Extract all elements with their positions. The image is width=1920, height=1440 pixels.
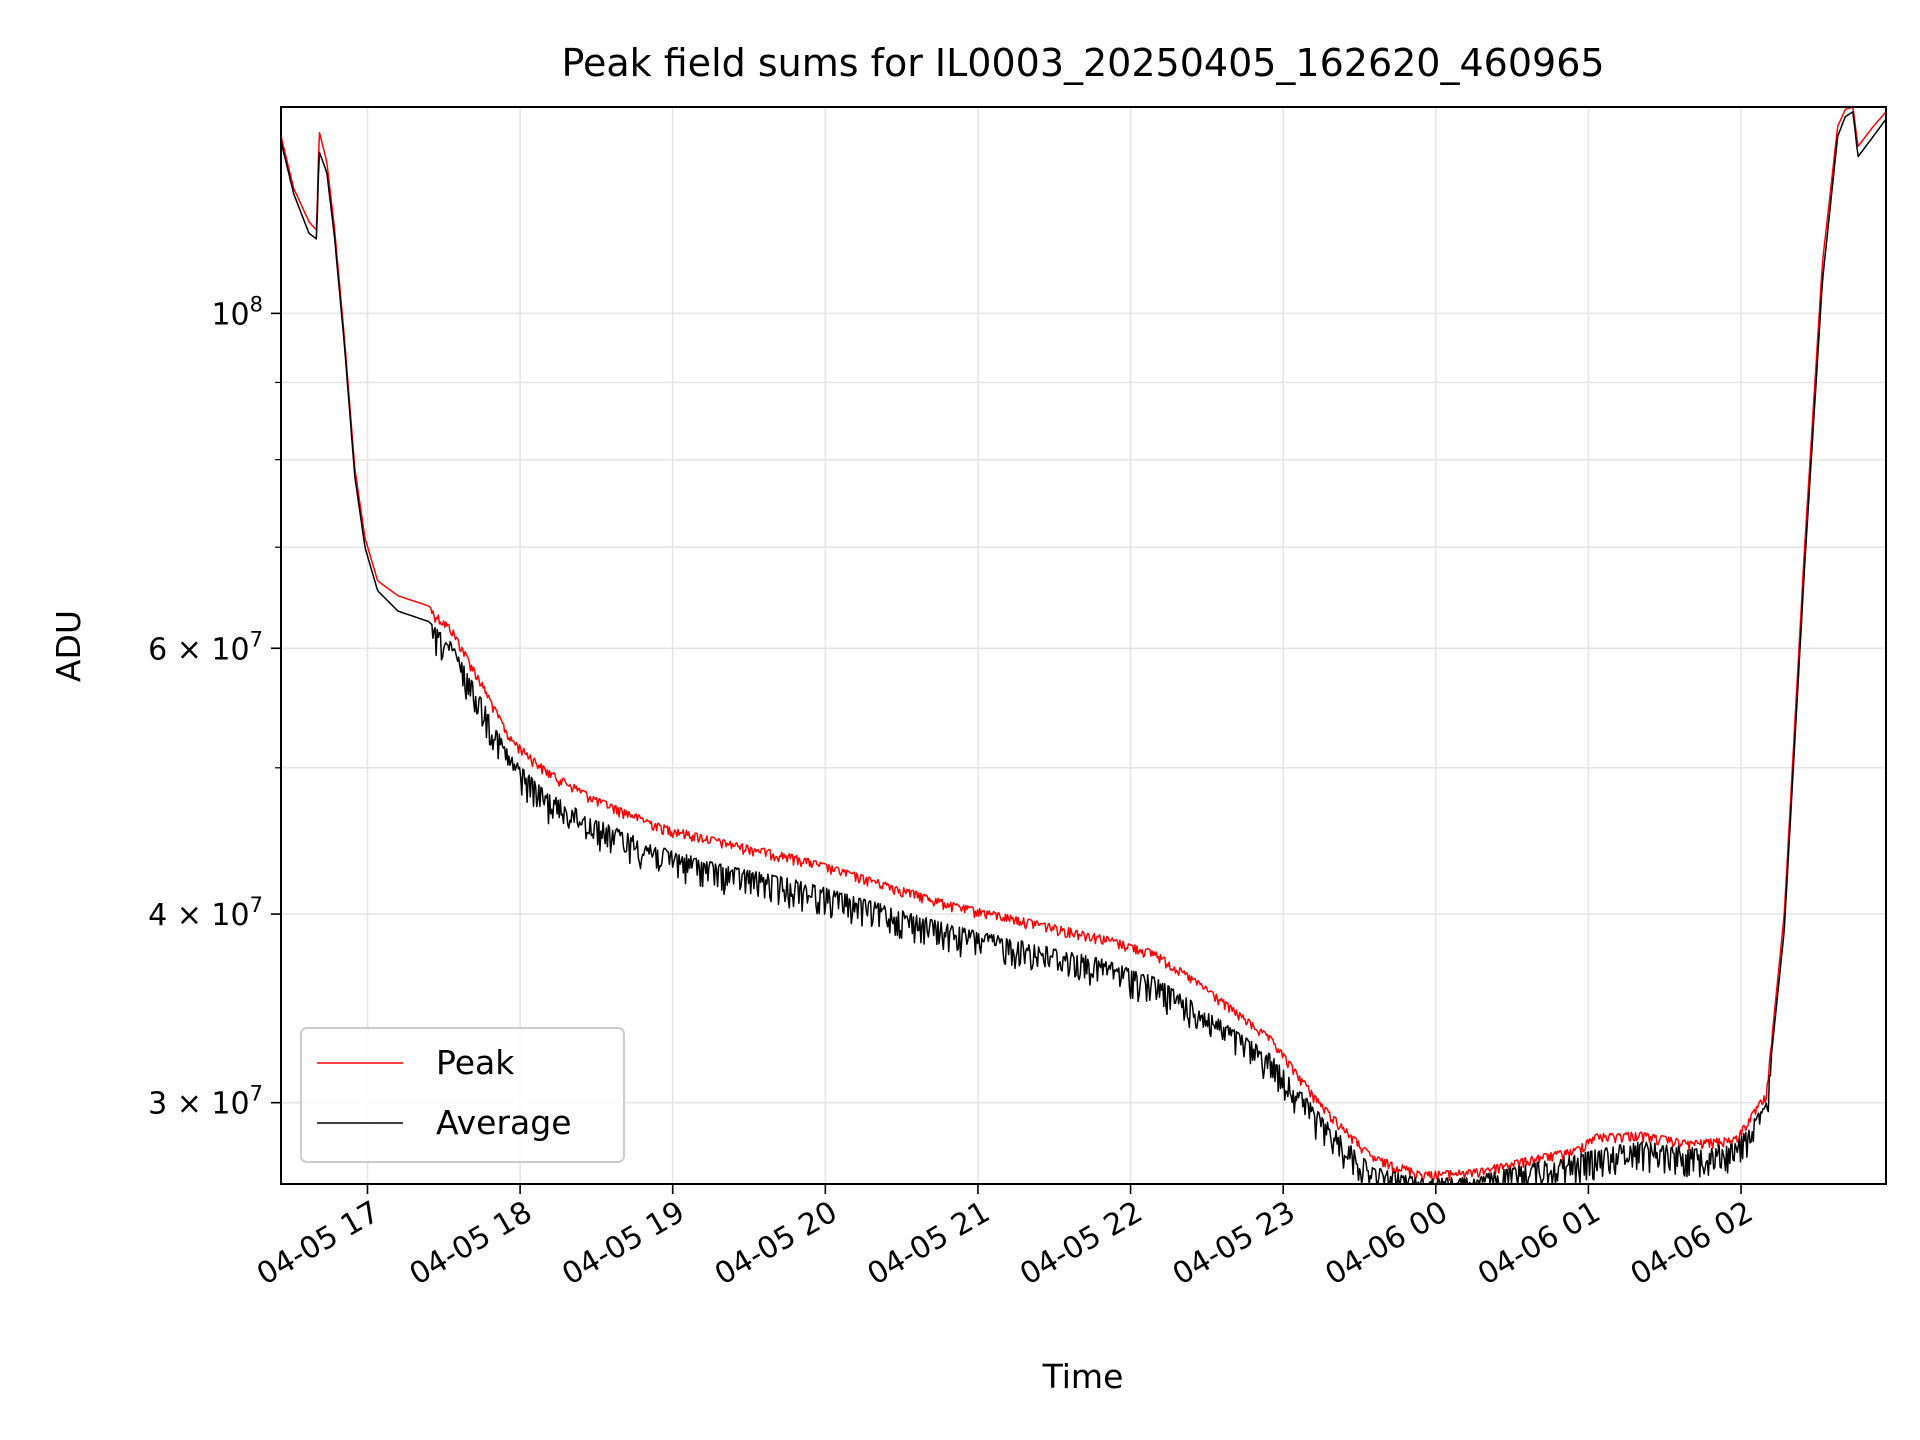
series-line-average xyxy=(280,111,1887,1185)
chart-title: Peak field sums for IL0003_20250405_1626… xyxy=(561,41,1604,85)
legend-peak-label: Peak xyxy=(436,1043,515,1082)
legend-average-label: Average xyxy=(436,1103,572,1142)
plot-frame xyxy=(280,106,1887,1185)
series-layer xyxy=(280,106,1887,1185)
y-tick-label: 6 × 107 xyxy=(148,627,263,667)
grid xyxy=(281,107,1886,1184)
y-axis: 108 6 × 107 4 × 107 3 × 107 xyxy=(148,292,281,1122)
series-line-peak xyxy=(280,106,1887,1183)
legend: Peak Average xyxy=(300,1027,625,1163)
y-tick-label: 4 × 107 xyxy=(148,893,263,933)
y-tick-label: 108 xyxy=(211,292,263,332)
y-axis-label: ADU xyxy=(49,610,88,682)
legend-box xyxy=(300,1027,625,1163)
y-tick-label: 3 × 107 xyxy=(148,1082,263,1122)
x-axis-label: Time xyxy=(1042,1357,1124,1396)
